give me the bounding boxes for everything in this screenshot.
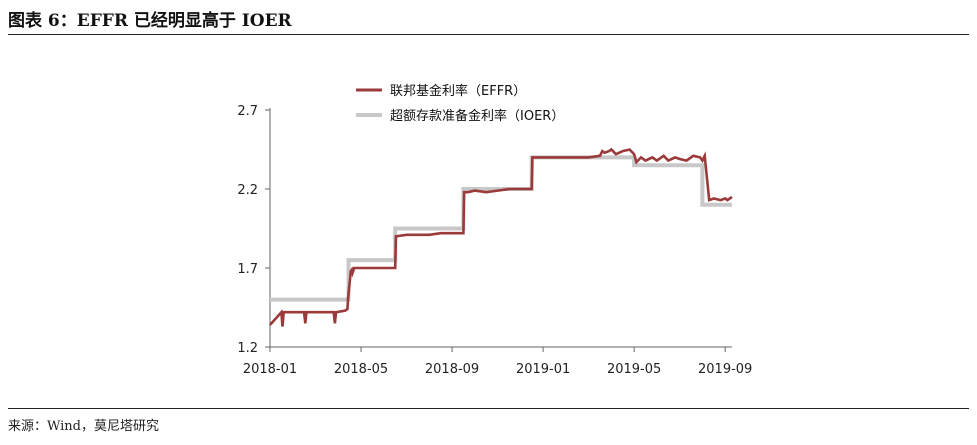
x-tick-label: 2019-01	[516, 362, 570, 377]
y-tick-label: 1.2	[237, 341, 258, 356]
y-tick-label: 2.2	[237, 183, 258, 198]
x-tick-label: 2018-09	[425, 362, 479, 377]
series-line-effr	[269, 147, 733, 327]
x-tick-label: 2018-01	[243, 362, 297, 377]
legend-label-effr: 联邦基金利率（EFFR）	[390, 83, 526, 99]
title-rule	[8, 34, 969, 35]
chart-axes: 1.2 1.7 2.2 2.7 2018-01 2018-05 2018-09 2019-01…	[237, 104, 752, 377]
y-tick-label: 2.7	[237, 104, 258, 119]
source-note: 来源：Wind，莫尼塔研究	[8, 419, 159, 434]
figure-title: 图表 6：EFFR 已经明显高于 IOER	[8, 11, 292, 31]
legend-label-ioer: 超额存款准备金利率（IOER）	[390, 108, 564, 124]
x-tick-label: 2019-05	[607, 362, 661, 377]
chart-series	[269, 147, 733, 327]
y-tick-label: 1.7	[237, 262, 258, 277]
chart-legend: 联邦基金利率（EFFR） 超额存款准备金利率（IOER）	[356, 83, 564, 124]
source-rule	[8, 408, 969, 409]
x-tick-label: 2019-09	[698, 362, 752, 377]
x-tick-label: 2018-05	[334, 362, 388, 377]
series-line-ioer	[270, 155, 732, 302]
